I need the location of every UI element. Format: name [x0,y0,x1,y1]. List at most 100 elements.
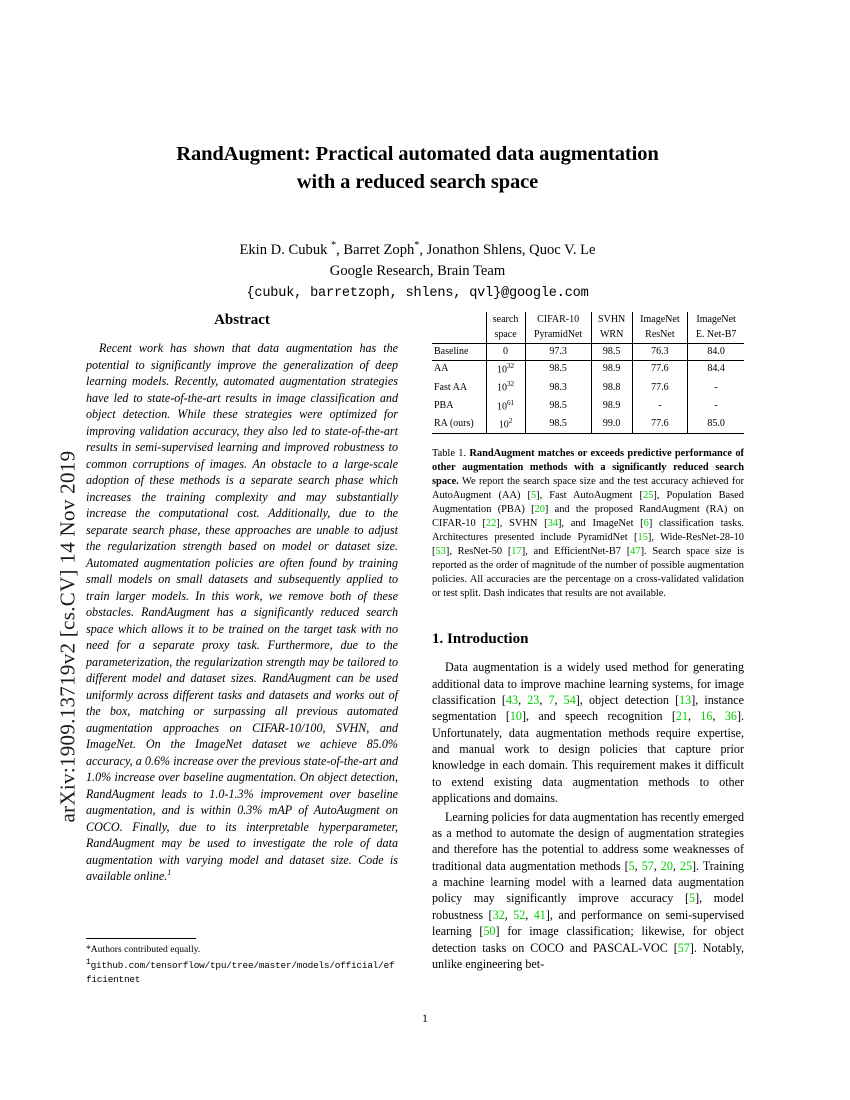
table-cell-svhn: 99.0 [590,415,633,435]
citation-ref[interactable]: 15 [637,532,648,544]
citation-ref[interactable]: 54 [563,692,576,707]
citation-ref[interactable]: 36 [724,709,737,724]
table-cell-method: RA (ours) [432,415,487,435]
citation-ref[interactable]: 57 [677,940,690,955]
table-cell-method: PBA [434,399,454,411]
paper-title-line-2: with a reduced search space [296,171,539,194]
citation-ref[interactable]: 57 [641,858,654,873]
affiliation: Google Research, Brain Team [329,262,506,279]
table-cell-cifar10: 98.5 [524,415,592,435]
table-header-row-top: search CIFAR-10 SVHN ImageNet ImageNet [432,312,744,328]
table-cell-svhn: 98.5 [590,343,633,361]
table-subheader-search-space: space [485,327,526,344]
author-footnote-marker: * [331,239,337,251]
abstract-footnote-marker: 1 [167,868,172,877]
citation-ref[interactable]: 25 [679,858,692,873]
table-header-corner [432,312,486,328]
table-cell-imagenet-enetb7: 85.0 [687,415,744,435]
table-cell-search-space: 1061 [485,397,526,416]
table-row: Fast AA 1032 98.3 98.8 77.6 - [432,378,744,398]
footnote-divider [86,938,196,939]
citation-ref[interactable]: 23 [527,692,540,707]
table-cell-svhn: 98.8 [590,378,633,398]
citation-ref[interactable]: 16 [700,709,713,724]
citation-ref[interactable]: 50 [483,924,496,939]
citation-ref[interactable]: 25 [643,490,654,502]
citation-ref[interactable]: 7 [548,692,555,707]
citation-ref[interactable]: 13 [679,692,692,707]
table-header: search CIFAR-10 SVHN ImageNet ImageNet s… [432,312,744,344]
citation-ref[interactable]: 6 [643,518,649,530]
introduction-paragraph-1: Data augmentation is a widely used metho… [432,660,745,806]
table-caption: Table 1. RandAugment matches or exceeds … [432,447,744,601]
table-header-svhn: SVHN [590,312,633,328]
search-space-exponent: 32 [506,380,515,389]
citation-ref[interactable]: 47 [630,546,641,558]
paper-title-line-1: RandAugment: Practical automated data au… [176,143,659,165]
table-body: Baseline 0 97.3 98.5 76.3 84.0 AA 1032 9… [432,343,744,435]
table-cell-imagenet-resnet: 77.6 [631,360,688,379]
citation-ref[interactable]: 10 [509,709,522,724]
table-cell-imagenet-resnet: 77.6 [631,378,688,398]
title-block: RandAugment: Practical automated data au… [85,140,750,303]
citation-ref[interactable]: 20 [660,858,673,873]
table-cell-imagenet-enetb7: 84.4 [687,360,744,379]
abstract-body: Recent work has shown that data augmenta… [86,341,398,884]
table-row: AA 1032 98.5 98.9 77.6 84.4 [432,360,744,379]
table-cell-imagenet-resnet: - [631,397,688,416]
author-emails: {cubuk, barretzoph, shlens, qvl}@google.… [246,285,589,301]
table-header-row-bottom: space PyramidNet WRN ResNet E. Net-B7 [432,327,744,344]
search-space-mantissa: 10 [496,364,507,376]
citation-ref[interactable]: 17 [511,546,522,558]
citation-ref[interactable]: 22 [485,518,497,530]
citation-ref[interactable]: 34 [547,518,558,530]
table-cell-cifar10: 97.3 [524,343,592,361]
results-table: search CIFAR-10 SVHN ImageNet ImageNet s… [432,312,744,435]
table-header-search-space: search [485,312,526,328]
table-cell-imagenet-resnet: 77.6 [631,415,688,435]
table-subheader-corner [432,328,486,344]
citation-ref[interactable]: 5 [689,891,696,906]
table-cell-cifar10: 98.5 [524,397,592,416]
citation-ref[interactable]: 53 [435,546,446,558]
footnote-url-marker: 1 [86,957,91,967]
citation-ref[interactable]: 20 [534,504,545,516]
search-space-mantissa: 10 [496,382,507,394]
citation-ref[interactable]: 52 [513,907,526,922]
table-cell-imagenet-enetb7: 84.0 [687,343,744,361]
citation-ref[interactable]: 43 [505,692,519,707]
table-cell-imagenet-enetb7: - [687,397,744,416]
page-title: RandAugment: Practical automated data au… [85,140,750,197]
right-column: search CIFAR-10 SVHN ImageNet ImageNet s… [432,312,744,972]
search-space-exponent: 32 [506,362,515,371]
table-cell-method: AA [434,363,449,375]
authors-block: Ekin D. Cubuk *, Barret Zoph*, Jonathon … [85,239,750,304]
citation-ref[interactable]: 5 [628,858,635,873]
table-subheader-imagenet-resnet: ResNet [631,327,688,344]
table-header-imagenet-enetb7: ImageNet [687,312,744,328]
table-cell-svhn: 98.9 [590,397,633,416]
table-cell-imagenet-resnet: 76.3 [631,343,688,361]
table-cell-imagenet-enetb7: - [687,378,744,398]
table-caption-bold: RandAugment matches or exceeds predictiv… [432,448,744,488]
citation-ref[interactable]: 21 [675,709,688,724]
search-space-exponent: 61 [506,398,515,407]
citation-ref[interactable]: 5 [530,490,537,502]
table-cell-search-space: 1032 [485,360,526,379]
introduction-heading: 1. Introduction [432,631,529,648]
table-caption-body: We report the search space size and the … [432,476,744,600]
table-row: Baseline 0 97.3 98.5 76.3 84.0 [432,343,744,361]
table-cell-svhn: 98.9 [590,360,633,379]
table-subheader-svhn: WRN [590,327,633,344]
search-space-mantissa: 0 [503,345,509,357]
table-row: PBA 1061 98.5 98.9 - - [432,397,744,416]
search-space-exponent: 2 [508,416,513,425]
citation-ref[interactable]: 32 [492,907,505,922]
left-column: Abstract Recent work has shown that data… [86,312,398,885]
arxiv-stamp: arXiv:1909.13719v2 [cs.CV] 14 Nov 2019 [28,270,80,840]
footnote-url-text[interactable]: github.com/tensorflow/tpu/tree/master/mo… [86,959,395,985]
citation-ref[interactable]: 41 [533,907,546,922]
table-subheader-imagenet-enetb7: E. Net-B7 [687,327,744,344]
table-cell-search-space: 102 [485,415,526,435]
search-space-mantissa: 10 [498,419,509,430]
